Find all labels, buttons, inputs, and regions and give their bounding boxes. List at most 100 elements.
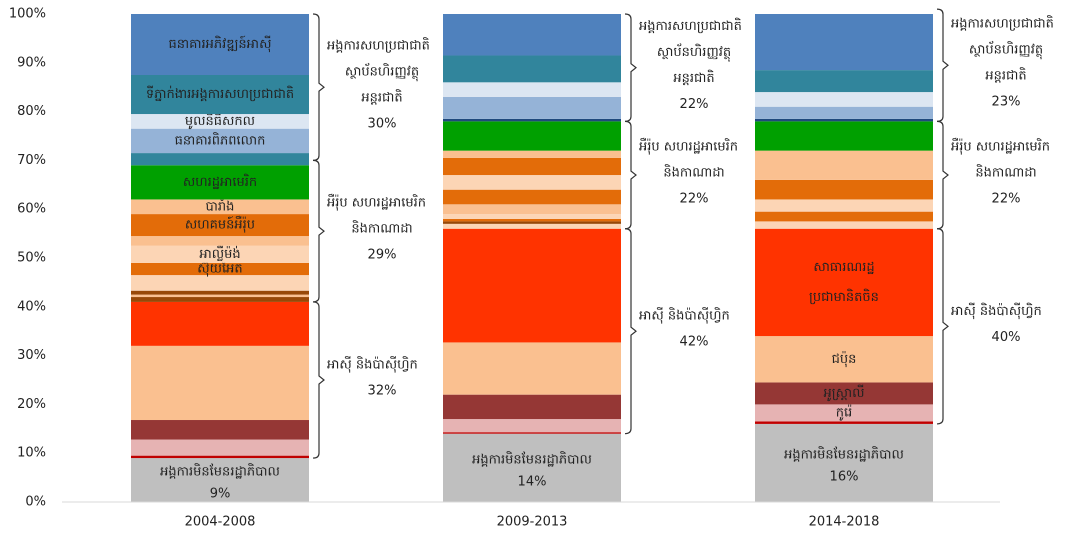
group-label: អន្តរជាតិ <box>985 67 1026 84</box>
bar-segment <box>131 128 309 154</box>
y-tick-label: 60% <box>17 202 46 217</box>
bar-segment <box>131 301 309 346</box>
group-label: អង្គការសហប្រជាជាតិ <box>327 37 430 54</box>
segment-label: ជប៉ុន <box>832 350 857 368</box>
bar-segment <box>443 96 621 119</box>
bar-segment <box>443 433 621 502</box>
bar-segment <box>755 382 933 405</box>
bar-segment <box>131 455 309 459</box>
group-bracket <box>624 120 637 230</box>
bar-segment <box>131 153 309 166</box>
group-bracket <box>624 13 637 122</box>
segment-label: ប្រជាមានិតចិន <box>809 288 879 305</box>
x-tick-label: 2014-2018 <box>809 515 880 530</box>
group-label: និងកាណាដា <box>663 164 724 181</box>
group-percent: 42% <box>680 335 709 350</box>
bar-segment <box>755 421 933 424</box>
group-bracket <box>624 228 637 435</box>
group-bracket <box>312 13 325 161</box>
y-tick-label: 50% <box>17 251 46 266</box>
x-tick-label: 2009-2013 <box>497 515 568 530</box>
bar-segment <box>131 262 309 276</box>
bar-segment <box>755 118 933 122</box>
bar-segment <box>755 404 933 422</box>
y-tick-label: 70% <box>17 153 46 168</box>
bar-segment <box>755 199 933 212</box>
group-label: អង្គការសហប្រជាជាតិ <box>639 17 742 34</box>
group-bracket <box>312 159 325 303</box>
group-label: ស្ថាប័នហិរញ្ញវត្ថុ <box>345 63 419 82</box>
bar-segment <box>131 75 309 115</box>
group-percent: 22% <box>680 97 709 112</box>
y-tick-label: 80% <box>17 104 46 119</box>
bar-segment <box>131 275 309 291</box>
group-percent: 9% <box>210 487 231 502</box>
group-percent: 22% <box>992 192 1021 207</box>
bar-segment <box>755 106 933 119</box>
segment-label: ធនាគារអភិវឌ្ឍន៍អាស៊ី <box>169 35 272 53</box>
bar-segment <box>755 228 933 337</box>
bar-segment <box>131 199 309 215</box>
bar-segment <box>755 150 933 180</box>
segment-label: សហរដ្ឋអាមេរិក <box>183 173 257 190</box>
bar-segment <box>755 221 933 229</box>
bar-segment <box>443 14 621 56</box>
group-label: និងកាណាដា <box>351 220 412 237</box>
group-label: អាស៊ី និងប៉ាស៊ីហ្វិក <box>327 356 418 374</box>
bar-segment <box>131 420 309 440</box>
segment-label: សាធារណរដ្ឋ <box>813 260 874 275</box>
bar-segment <box>443 189 621 205</box>
x-tick-label: 2004-2008 <box>185 515 256 530</box>
bar-segment <box>443 204 621 215</box>
bar-segment <box>755 121 933 151</box>
bar-segment <box>443 121 621 151</box>
segment-label: ស៊ុយអែត <box>197 259 242 277</box>
bar-segment <box>755 423 933 502</box>
group-percent: 32% <box>368 384 397 399</box>
bar-segment <box>131 14 309 75</box>
bar-segment <box>443 55 621 83</box>
segment-label: មូលនិធិសកល <box>185 112 255 130</box>
group-bracket <box>936 228 949 425</box>
bar-segment <box>443 221 621 224</box>
segment-label: អូស្ត្រាលី <box>823 384 864 402</box>
group-percent: 40% <box>992 330 1021 345</box>
bar-segment <box>443 150 621 158</box>
group-label: អឺរ៉ុប សហរដ្ឋអាមេរិក <box>327 194 426 212</box>
group-label: អង្គការមិនមែនរដ្ឋាភិបាល <box>784 445 904 462</box>
group-percent: 22% <box>680 192 709 207</box>
y-tick-label: 100% <box>9 7 46 22</box>
bar-segment <box>443 118 621 122</box>
group-label: អន្តរជាតិ <box>673 69 714 86</box>
y-tick-label: 90% <box>17 55 46 70</box>
bar-segment <box>443 157 621 176</box>
group-percent: 14% <box>518 474 547 489</box>
group-bracket <box>936 120 949 230</box>
bar-segment <box>443 394 621 420</box>
bar-segment <box>131 245 309 263</box>
y-tick-label: 0% <box>25 495 46 510</box>
group-label: អឺរ៉ុប សហរដ្ឋអាមេរិក <box>951 138 1050 156</box>
bar-segment <box>131 290 309 295</box>
bar-segment <box>443 218 621 222</box>
y-tick-label: 20% <box>17 397 46 412</box>
group-label: អឺរ៉ុប សហរដ្ឋអាមេរិក <box>639 138 738 156</box>
bar-segment <box>755 211 933 222</box>
segment-label: សហគមន៍អឺរ៉ុប <box>185 216 255 234</box>
bar-segment <box>131 458 309 502</box>
bar-segment <box>131 439 309 456</box>
bar-segment <box>443 419 621 433</box>
bar-segment <box>443 223 621 229</box>
group-label: ស្ថាប័នហិរញ្ញវត្ថុ <box>657 43 731 62</box>
bar-segment <box>755 14 933 71</box>
bar-segment <box>755 70 933 93</box>
group-label: អាស៊ី និងប៉ាស៊ីហ្វិក <box>951 302 1042 320</box>
segment-label: ទីភ្នាក់ងារអង្គការសហប្រជាជាតិ <box>146 85 294 102</box>
group-percent: 30% <box>368 117 397 132</box>
bar-segment <box>755 92 933 107</box>
group-bracket <box>936 8 949 122</box>
bar-segment <box>443 342 621 395</box>
group-label: អន្តរជាតិ <box>361 89 402 106</box>
bar-segment <box>443 175 621 190</box>
segment-label: ធនាគារពិភពលោក <box>175 131 266 148</box>
